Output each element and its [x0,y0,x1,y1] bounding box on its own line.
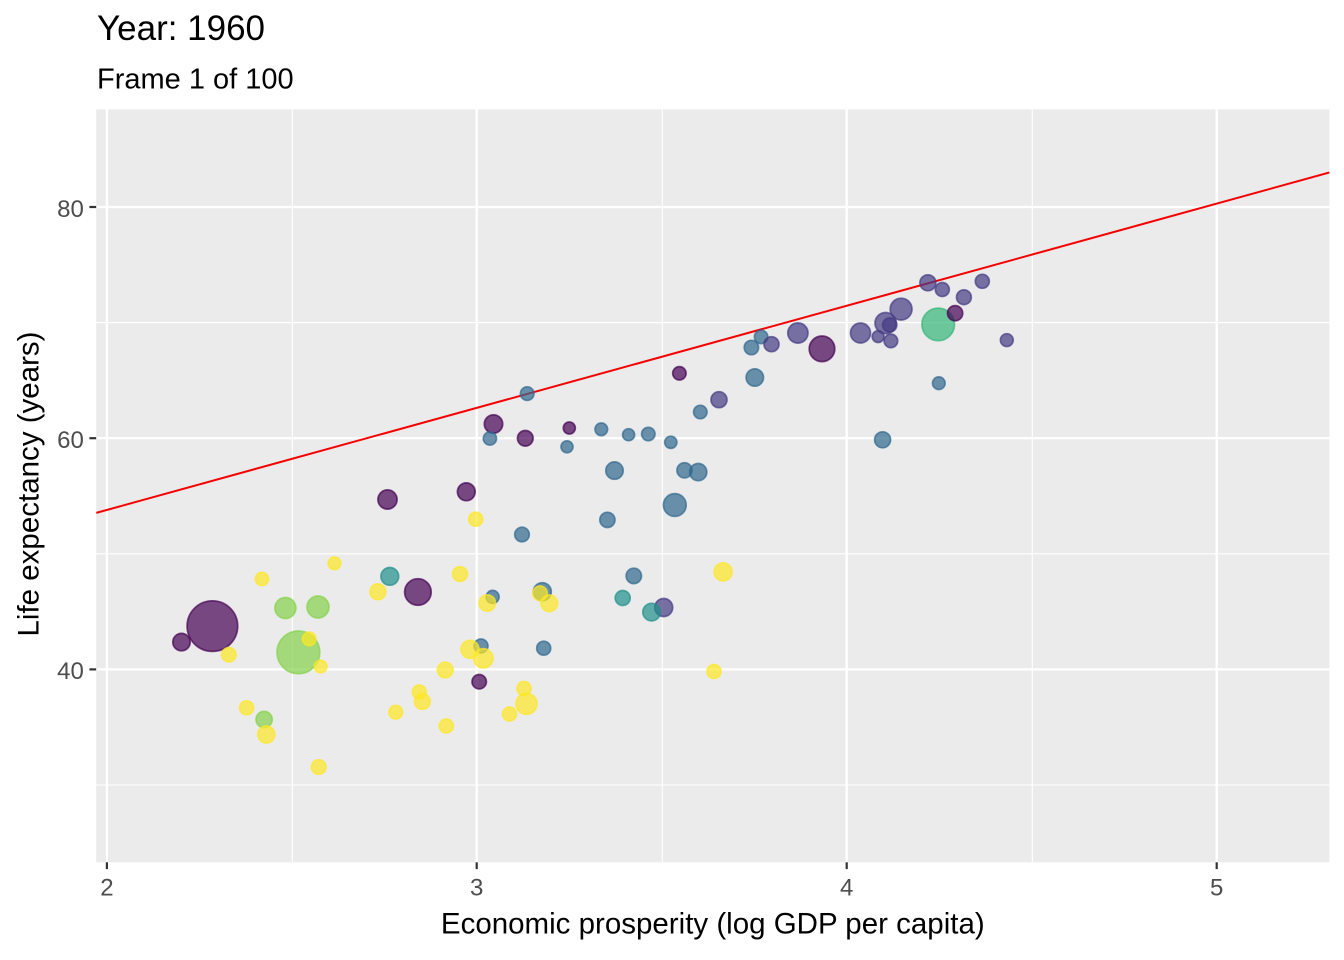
svg-text:3: 3 [470,875,483,902]
svg-text:Economic prosperity (log GDP p: Economic prosperity (log GDP per capita) [441,908,985,941]
svg-text:4: 4 [840,875,853,902]
svg-text:Life expectancy (years): Life expectancy (years) [13,332,46,637]
svg-text:2: 2 [100,875,113,902]
svg-text:5: 5 [1210,875,1223,902]
svg-text:60: 60 [57,427,84,454]
svg-text:Frame 1 of 100: Frame 1 of 100 [97,63,294,95]
svg-text:Year: 1960: Year: 1960 [97,9,265,48]
svg-text:40: 40 [57,658,84,685]
svg-text:80: 80 [57,196,84,223]
